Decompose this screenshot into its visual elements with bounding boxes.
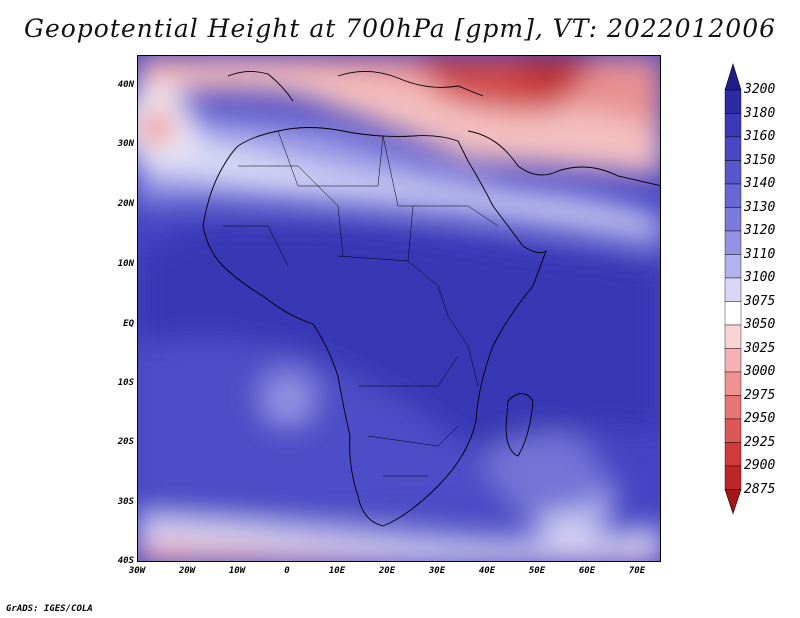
lon-label-50e: 50E [528,566,546,576]
lon-label-20w: 20W [178,566,196,576]
colorbar-cell [724,395,742,420]
lon-label-30w: 30W [128,566,146,576]
colorbar-cell [724,324,742,349]
lon-label-20e: 20E [378,566,396,576]
colorbar-cell [724,136,742,161]
colorbar-cell [724,113,742,138]
colorbar-level-label: 3200 [744,82,776,97]
colorbar-cell [724,348,742,373]
colorbar-level-label: 3160 [744,129,776,144]
colorbar-cell [724,465,742,490]
colorbar-level-label: 3140 [744,176,776,191]
lat-label-20s: 20S [117,437,134,447]
lon-label-70e: 70E [628,566,646,576]
colorbar-level-label: 3100 [744,270,776,285]
colorbar-level-label: 3075 [744,293,776,309]
colorbar-cell [724,301,742,326]
lon-label-0: 0 [284,566,290,576]
lat-label-40s: 40S [117,556,134,566]
lon-label-60e: 60E [578,566,596,576]
colorbar-bottom-arrow [724,489,742,515]
colorbar-level-label: 3150 [744,152,776,168]
lon-label-40e: 40E [478,566,496,576]
colorbar-level-label: 3130 [744,199,776,215]
footer-credit: GrADS: IGES/COLA [6,604,93,614]
colorbar-level-label: 3180 [744,105,776,121]
lon-label-30e: 30E [428,566,446,576]
lon-label-10w: 10W [228,566,246,576]
lat-label-30n: 30N [117,139,134,149]
chart-title: Geopotential Height at 700hPa [gpm], VT:… [23,14,777,43]
coastlines [202,71,660,527]
colorbar-cell [724,418,742,443]
lat-label-10n: 10N [117,259,134,269]
colorbar-level-label: 3050 [744,317,776,332]
country-borders [223,130,499,477]
colorbar-cell [724,230,742,255]
colorbar-cell [724,254,742,279]
lat-label-10s: 10S [117,378,134,388]
colorbar-level-label: 2900 [744,458,776,473]
colorbar-cell [724,207,742,232]
colorbar-level-label: 3110 [744,246,776,262]
colorbar-level-label: 2875 [744,481,776,497]
colorbar-cell [724,183,742,208]
map-svg [138,56,660,561]
lat-label-40n: 40N [117,80,134,90]
colorbar-level-label: 2925 [744,434,776,450]
lat-label-30s: 30S [117,497,134,507]
colorbar-cell [724,89,742,114]
lat-label-eq: EQ [123,319,134,329]
colorbar-top-arrow [724,62,742,91]
colorbar-cell [724,160,742,185]
lat-label-20n: 20N [117,199,134,209]
colorbar-level-label: 3025 [744,340,776,356]
colorbar-level-label: 3120 [744,223,776,238]
map-panel [137,55,661,562]
colorbar-level-label: 2975 [744,387,776,403]
colorbar-level-label: 3000 [744,364,776,379]
lon-label-10e: 10E [328,566,346,576]
colorbar [724,62,742,515]
colorbar-cell [724,371,742,396]
height-contours [138,56,660,561]
colorbar-level-label: 2950 [744,411,776,426]
colorbar-cell [724,277,742,302]
colorbar-cell [724,442,742,467]
